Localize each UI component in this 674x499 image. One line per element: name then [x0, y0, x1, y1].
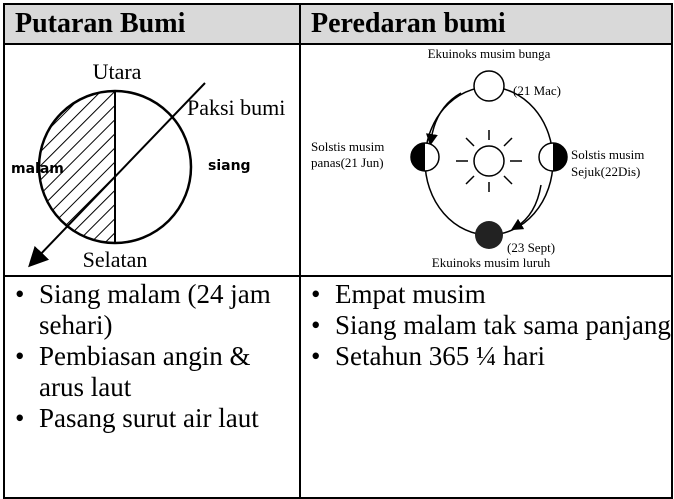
rotation-diagram: Utara Paksi bumi malam siang Selatan	[11, 59, 285, 272]
comparison-table: Putaran Bumi Peredaran bumi Utara Paksi …	[3, 3, 673, 499]
label: (21 Mac)	[513, 83, 561, 98]
diagram-cell: Utara Paksi bumi malam siang Selatan	[3, 43, 301, 277]
bullet-list: Siang malam (24 jam sehari)Pembiasan ang…	[5, 277, 299, 434]
label: panas(21 Jun)	[311, 155, 384, 170]
header-cell: Putaran Bumi	[3, 3, 301, 45]
revolution-diagram: Ekuinoks musim bunga (21 Mac) Solstis mu…	[311, 46, 644, 270]
bullet-cell: Siang malam (24 jam sehari)Pembiasan ang…	[3, 275, 301, 499]
label: malam	[11, 161, 64, 177]
bullet-list: Empat musimSiang malam tak sama panjangS…	[301, 277, 671, 372]
label: Sejuk(22Dis)	[571, 164, 640, 179]
bullet-item: Pembiasan angin & arus laut	[15, 341, 291, 403]
label: Solstis musim	[571, 147, 644, 162]
bullet-cell: Empat musimSiang malam tak sama panjangS…	[299, 275, 673, 499]
bullet-item: Empat musim	[311, 279, 671, 310]
bullet-item: Setahun 365 ¼ hari	[311, 341, 671, 372]
label: Paksi bumi	[187, 95, 285, 120]
label: (23 Sept)	[507, 240, 555, 255]
bullet-item: Siang malam tak sama panjang	[311, 310, 671, 341]
label: Solstis musim	[311, 139, 384, 154]
header-cell: Peredaran bumi	[299, 3, 673, 45]
label: siang	[208, 158, 251, 174]
label: Utara	[93, 59, 142, 84]
bullet-item: Pasang surut air laut	[15, 403, 291, 434]
bullet-item: Siang malam (24 jam sehari)	[15, 279, 291, 341]
label: Ekuinoks musim luruh	[432, 255, 551, 270]
label: Selatan	[83, 247, 148, 270]
diagram-cell: Ekuinoks musim bunga (21 Mac) Solstis mu…	[299, 43, 673, 277]
label: Ekuinoks musim bunga	[428, 46, 551, 61]
